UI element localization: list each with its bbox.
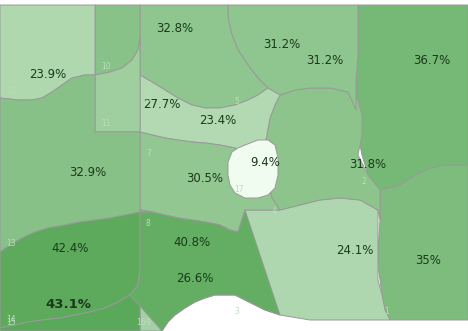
Text: 8: 8 [146, 219, 151, 228]
Polygon shape [95, 38, 140, 132]
Polygon shape [140, 212, 238, 331]
Polygon shape [140, 75, 280, 162]
Text: 3: 3 [234, 307, 239, 316]
Polygon shape [378, 165, 468, 320]
Text: 24.1%: 24.1% [336, 244, 373, 257]
Text: 42.4%: 42.4% [51, 242, 89, 255]
Polygon shape [0, 270, 140, 331]
Text: 23.9%: 23.9% [29, 69, 66, 81]
Polygon shape [140, 132, 280, 232]
Text: 15: 15 [6, 318, 15, 327]
Text: 13: 13 [6, 239, 15, 248]
Polygon shape [0, 75, 152, 252]
Text: 16: 16 [136, 318, 146, 327]
Polygon shape [95, 5, 140, 75]
Text: 4: 4 [272, 207, 277, 216]
Text: 5: 5 [234, 97, 239, 106]
Polygon shape [228, 140, 278, 198]
Text: 31.2%: 31.2% [307, 54, 344, 67]
Polygon shape [0, 212, 140, 328]
Text: 9: 9 [146, 318, 151, 327]
Text: 40.8%: 40.8% [174, 235, 211, 249]
Text: 10: 10 [101, 62, 110, 71]
Polygon shape [266, 88, 380, 220]
Text: 35%: 35% [415, 254, 441, 266]
Text: 43.1%: 43.1% [45, 299, 91, 311]
Polygon shape [140, 5, 268, 108]
Text: 1: 1 [384, 307, 389, 316]
Text: 2: 2 [362, 177, 367, 186]
Polygon shape [228, 5, 358, 110]
Text: 36.7%: 36.7% [413, 54, 451, 67]
Text: 12: 12 [6, 87, 15, 96]
Text: 11: 11 [101, 119, 110, 128]
Text: 9.4%: 9.4% [250, 157, 280, 169]
Text: 31.8%: 31.8% [350, 159, 387, 171]
Text: 23.4%: 23.4% [199, 114, 237, 126]
Polygon shape [130, 210, 280, 331]
Polygon shape [0, 5, 95, 100]
Text: 17: 17 [234, 185, 244, 194]
Text: 6: 6 [146, 95, 151, 104]
Text: 31.2%: 31.2% [263, 38, 300, 52]
Text: 26.6%: 26.6% [176, 271, 214, 285]
Text: 32.8%: 32.8% [156, 22, 194, 34]
Text: 30.5%: 30.5% [187, 171, 224, 184]
Text: 32.9%: 32.9% [69, 166, 107, 178]
Text: 27.7%: 27.7% [143, 99, 181, 112]
Text: 7: 7 [146, 149, 151, 158]
Polygon shape [356, 5, 468, 190]
Polygon shape [228, 198, 390, 320]
Text: 14: 14 [6, 315, 15, 324]
